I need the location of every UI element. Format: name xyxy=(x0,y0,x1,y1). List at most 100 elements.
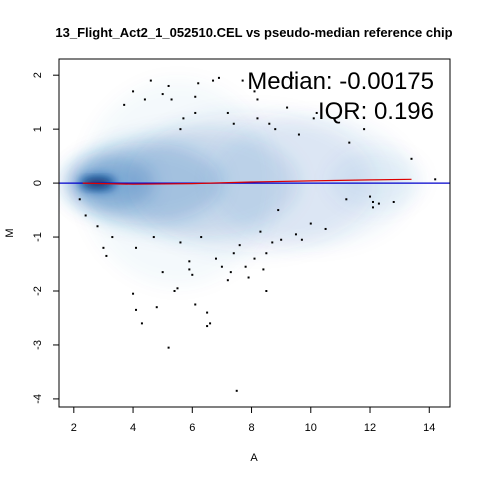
x-tick-label: 10 xyxy=(305,422,317,434)
outlier-point xyxy=(297,133,300,136)
outlier-point xyxy=(226,279,229,282)
loess-trend-line xyxy=(82,178,412,185)
outlier-point xyxy=(300,238,303,241)
outlier-point xyxy=(132,292,135,295)
outlier-point xyxy=(217,76,220,79)
outlier-point xyxy=(123,103,126,106)
outlier-point xyxy=(262,268,265,271)
outlier-point xyxy=(197,82,200,85)
outlier-point xyxy=(200,236,203,239)
y-tick-label: 1 xyxy=(32,126,44,132)
outlier-point xyxy=(132,90,135,93)
outlier-point xyxy=(232,122,235,125)
outlier-point xyxy=(149,79,152,82)
y-tick-label: -3 xyxy=(32,340,44,350)
outlier-point xyxy=(135,246,138,249)
x-axis: 2 4 6 8 10 12 14 xyxy=(71,406,435,434)
outlier-point xyxy=(315,111,318,114)
outlier-point xyxy=(256,117,259,120)
outlier-point xyxy=(371,200,374,203)
outlier-point xyxy=(170,98,173,101)
x-tick-label: 2 xyxy=(71,422,77,434)
outlier-point xyxy=(194,111,197,114)
outlier-point xyxy=(369,195,372,198)
x-tick-label: 4 xyxy=(130,422,136,434)
outlier-point xyxy=(135,308,138,311)
outlier-point xyxy=(226,111,229,114)
outlier-point xyxy=(179,241,182,244)
outlier-point xyxy=(209,322,212,325)
outlier-point xyxy=(256,98,259,101)
outlier-point xyxy=(253,90,256,93)
outlier-point xyxy=(253,257,256,260)
outlier-point xyxy=(182,117,185,120)
outlier-point xyxy=(191,273,194,276)
outlier-point xyxy=(143,98,146,101)
outlier-point xyxy=(238,244,241,247)
outlier-point xyxy=(188,260,191,263)
outlier-point xyxy=(167,84,170,87)
y-tick-label: -2 xyxy=(32,286,44,296)
y-tick-label: -1 xyxy=(32,232,44,242)
outlier-point xyxy=(220,265,223,268)
outlier-point xyxy=(265,252,268,255)
outlier-point xyxy=(152,236,155,239)
outlier-points xyxy=(78,76,437,392)
x-tick-label: 8 xyxy=(248,422,254,434)
outlier-point xyxy=(96,225,99,228)
outlier-point xyxy=(274,128,277,131)
iqr-annotation: IQR: 0.196 xyxy=(318,98,434,125)
outlier-point xyxy=(173,290,176,292)
outlier-point xyxy=(232,252,235,255)
y-tick-label: 0 xyxy=(32,180,44,186)
outlier-point xyxy=(78,198,81,201)
x-tick-label: 6 xyxy=(189,422,195,434)
outlier-point xyxy=(410,157,413,160)
x-tick-label: 12 xyxy=(364,422,376,434)
outlier-point xyxy=(259,230,262,233)
outlier-point xyxy=(161,271,164,274)
outlier-point xyxy=(309,222,312,225)
outlier-point xyxy=(229,271,232,274)
outlier-point xyxy=(206,311,209,314)
outlier-point xyxy=(377,202,380,205)
outlier-point xyxy=(265,290,268,292)
outlier-point xyxy=(188,268,191,271)
outlier-point xyxy=(292,76,295,79)
median-annotation: Median: -0.00175 xyxy=(247,68,434,95)
outlier-point xyxy=(312,117,315,120)
outlier-point xyxy=(247,276,250,279)
outlier-point xyxy=(244,265,247,268)
outlier-point xyxy=(155,306,158,309)
outlier-point xyxy=(277,209,280,212)
outlier-point xyxy=(392,200,395,203)
y-axis: 2 1 0 -1 -2 -3 -4 xyxy=(32,72,60,404)
outlier-point xyxy=(179,128,182,131)
outlier-point xyxy=(271,241,274,244)
outlier-point xyxy=(348,141,351,144)
fit-lines xyxy=(59,178,450,185)
outlier-point xyxy=(294,233,297,236)
outlier-point xyxy=(286,106,289,109)
outlier-point xyxy=(167,346,170,349)
outlier-point xyxy=(241,79,244,82)
outlier-point xyxy=(363,128,366,131)
outlier-point xyxy=(324,227,327,230)
outlier-point xyxy=(194,303,197,306)
x-axis-label: A xyxy=(250,452,258,464)
outlier-point xyxy=(214,257,217,260)
outlier-point xyxy=(212,79,215,82)
outlier-point xyxy=(105,254,108,257)
outlier-point xyxy=(206,325,209,328)
outlier-point xyxy=(268,122,271,125)
y-axis-label: M xyxy=(4,228,16,237)
chart-title: 13_Flight_Act2_1_052510.CEL vs pseudo-me… xyxy=(55,25,452,40)
outlier-point xyxy=(102,246,105,249)
outlier-point xyxy=(140,322,143,325)
outlier-point xyxy=(176,287,179,290)
x-tick-label: 14 xyxy=(423,422,435,434)
outlier-point xyxy=(345,198,348,201)
outlier-point xyxy=(434,178,437,181)
outlier-point xyxy=(84,214,87,217)
